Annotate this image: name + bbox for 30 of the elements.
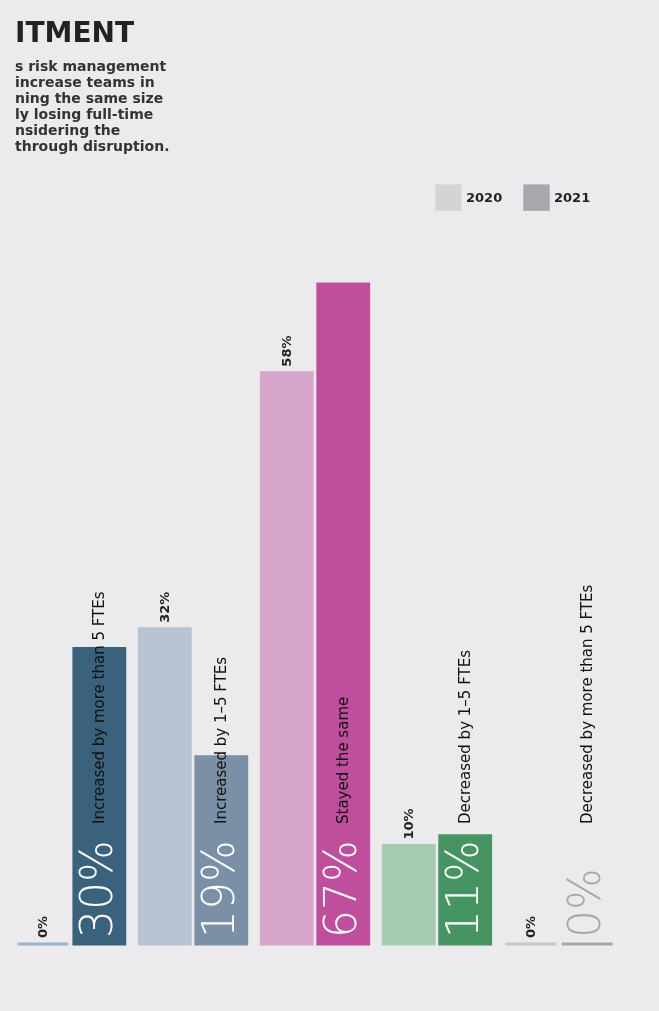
bar [72, 646, 127, 946]
data-label: 0% [34, 915, 50, 938]
text: nsidering the [15, 122, 121, 138]
data-label: 30% [71, 840, 123, 938]
data-label: 0% [522, 915, 538, 938]
bar [316, 282, 371, 946]
text: through disruption. [15, 138, 170, 154]
x-tick-label: Decreased by more than 5 FTEs [578, 584, 597, 824]
bar [259, 371, 314, 946]
text: ning the same size [15, 90, 164, 106]
data-label: 10% [400, 808, 416, 840]
x-tick-label: Decreased by 1–5 FTEs [456, 649, 475, 824]
data-label: 32% [156, 591, 172, 623]
text: s risk management [15, 58, 167, 74]
chart-title: ITMENT [15, 16, 135, 49]
bar [438, 834, 493, 946]
text: ly losing full-time [15, 106, 154, 122]
data-label: 11% [437, 840, 489, 938]
data-label: 67% [315, 840, 367, 938]
bar [137, 627, 192, 946]
legend-label: 2020 [466, 189, 503, 205]
data-label: 58% [278, 335, 294, 367]
data-label: 0% [559, 868, 611, 938]
legend-label: 2021 [554, 189, 591, 205]
x-tick-label: Increased by more than 5 FTEs [90, 591, 109, 824]
x-tick-label: Stayed the same [334, 696, 353, 824]
data-label: 19% [193, 840, 245, 938]
text: increase teams in [15, 74, 155, 90]
x-tick-label: Increased by 1–5 FTEs [212, 656, 231, 824]
bar [381, 843, 436, 946]
